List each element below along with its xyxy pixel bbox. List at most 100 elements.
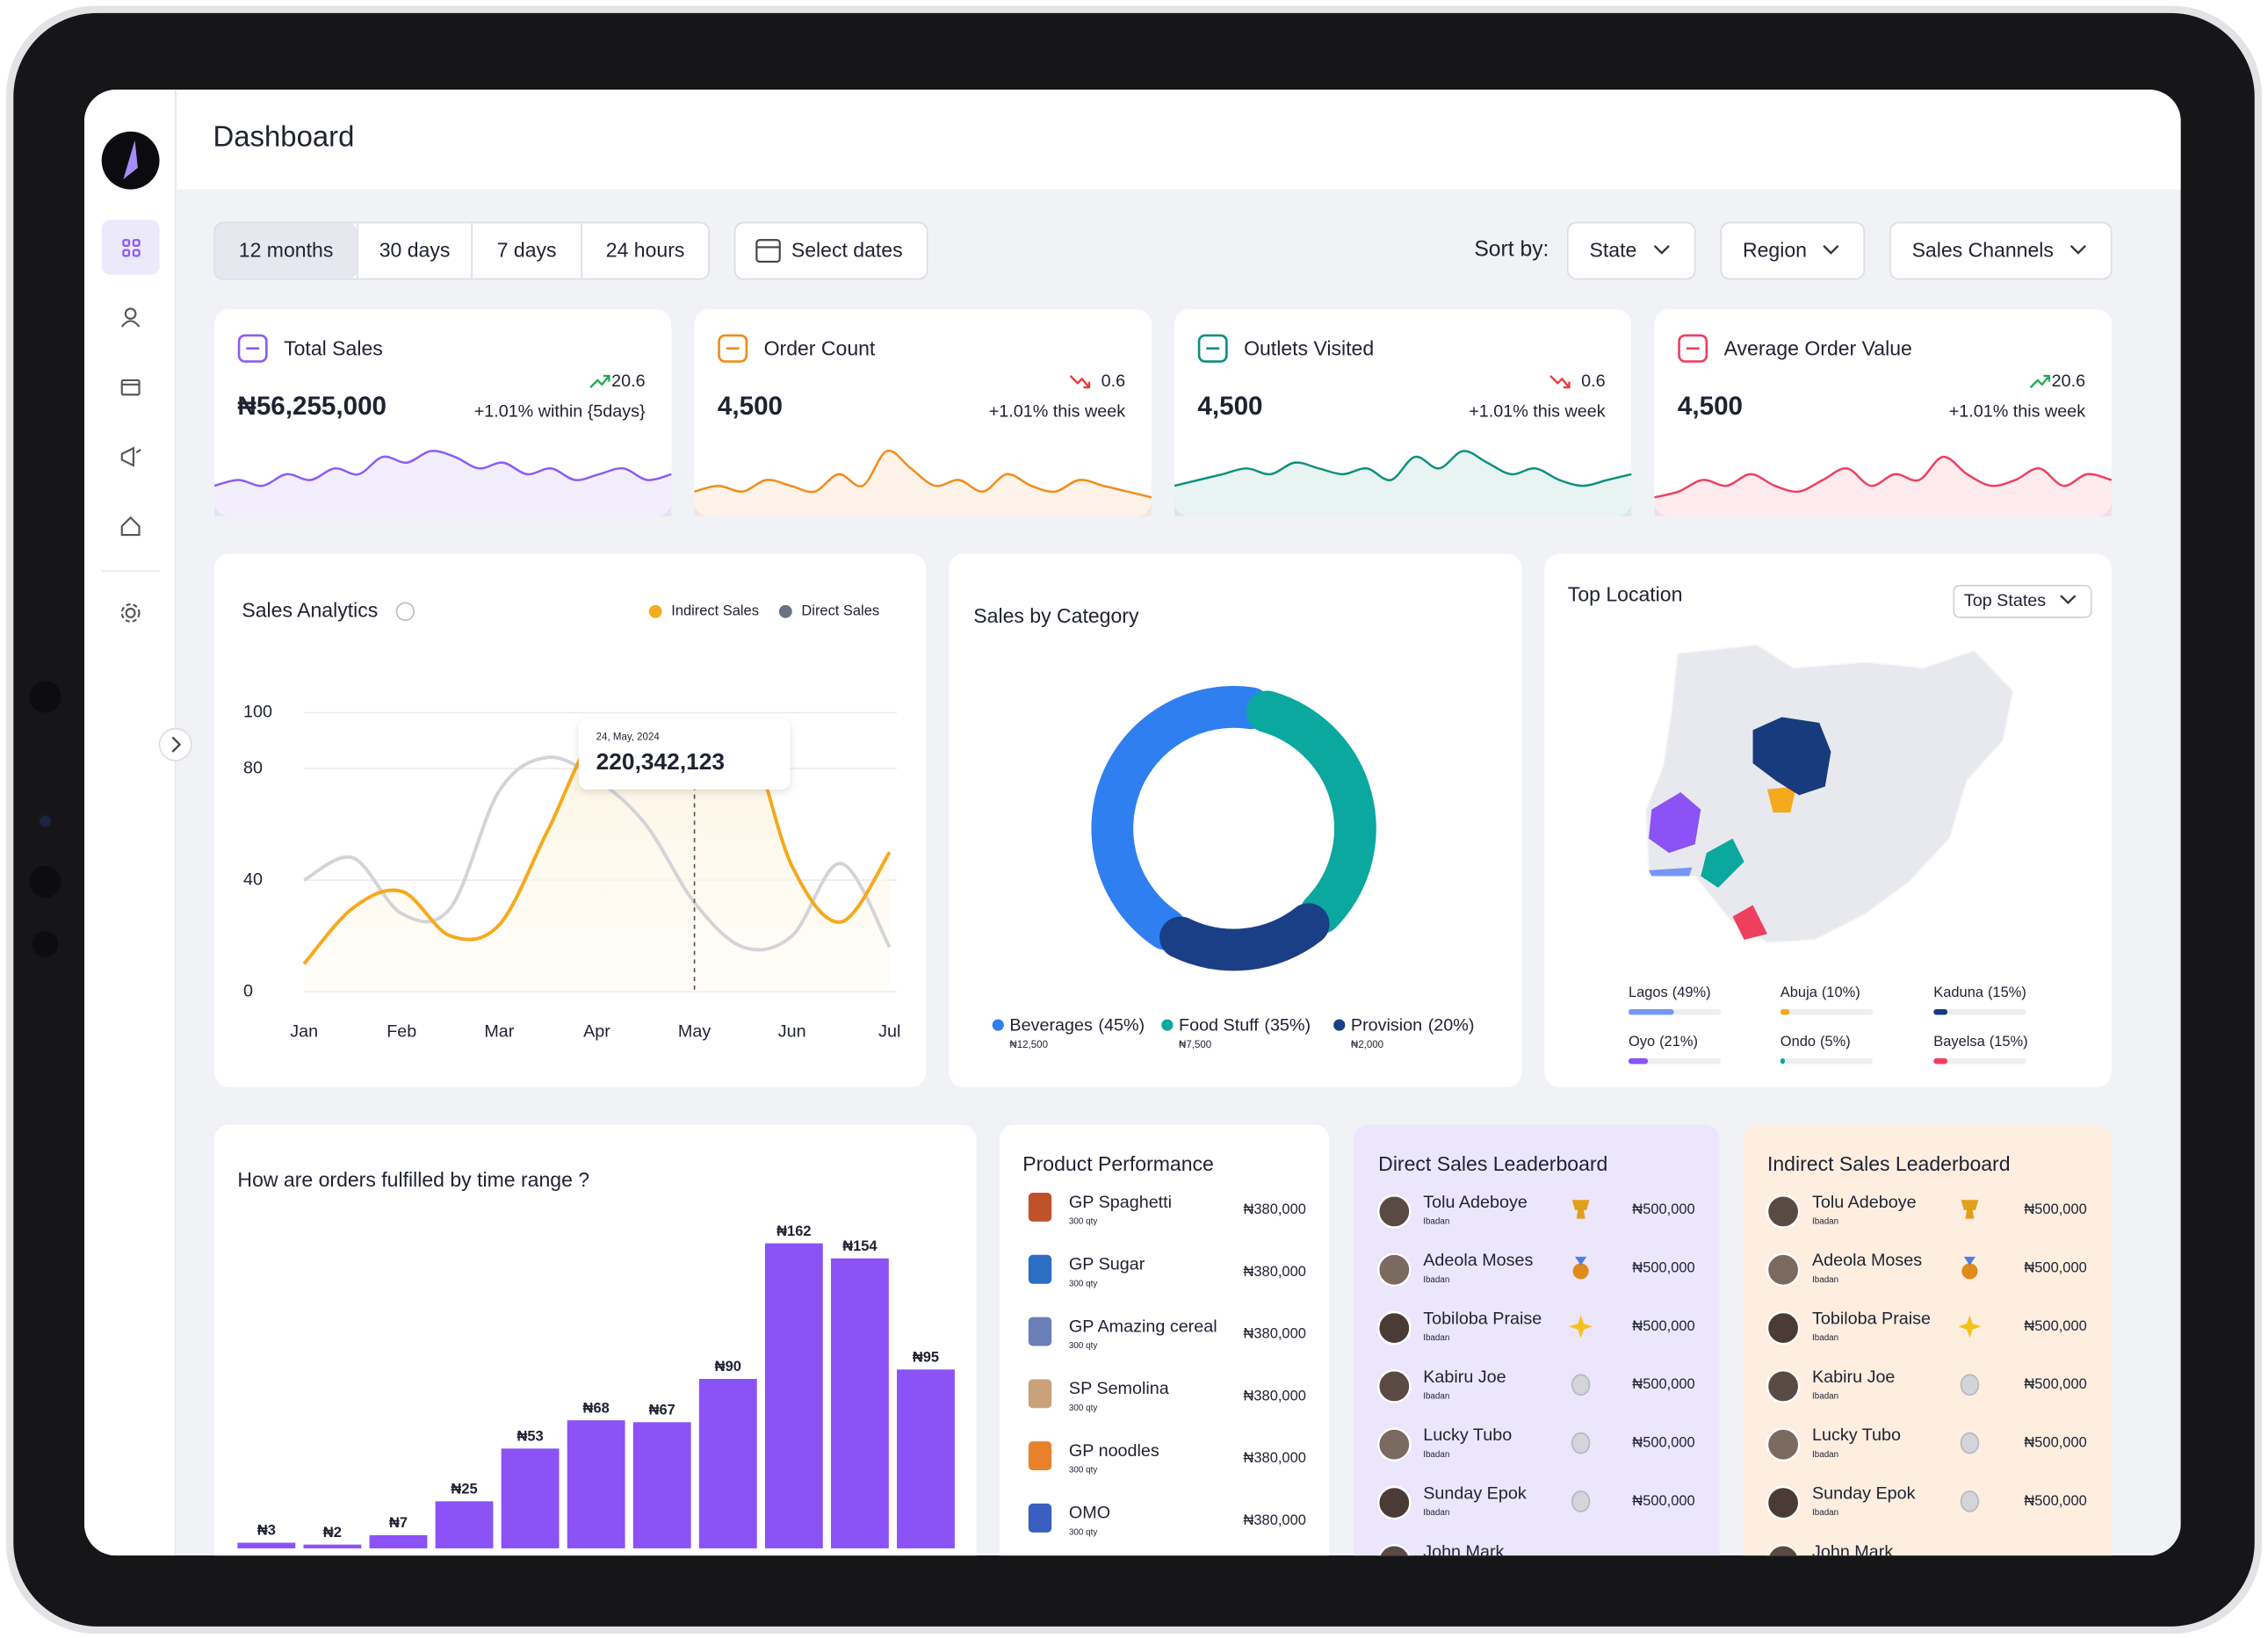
period-tab-label: 12 months [239,239,334,262]
collapse-button[interactable] [158,727,192,761]
card-title: Indirect Sales Leaderboard [1767,1152,2011,1175]
donut-segment [1159,903,1330,971]
legend-label: Provision (20%) [1351,1016,1475,1035]
product-name: GP Spaghetti [1069,1193,1172,1212]
product-thumbnail [1028,1317,1052,1346]
leaderboard-card [1354,1124,1720,1556]
clap-icon [1960,1490,1980,1512]
dropdown[interactable] [1953,584,2092,618]
avatar [1766,1369,1801,1403]
medal-icon [1572,1263,1589,1280]
sidebar [83,90,176,1556]
bar-label: ₦162 [776,1223,811,1239]
avatar [1376,1427,1412,1462]
product-thumbnail [1028,1254,1052,1284]
kpi-change: 20.6 [611,372,645,391]
tooltip [578,718,791,790]
state-value: (10%) [1822,985,1860,1000]
progress-bar [1780,1057,1786,1064]
select-dates-button[interactable] [733,221,928,280]
legend-value: (20%) [1428,1016,1475,1035]
kpi-title: Outlets Visited [1244,336,1374,359]
nav-active[interactable] [101,220,160,275]
bar-label: ₦25 [451,1482,477,1497]
product-name: GP Amazing cereal [1069,1317,1217,1336]
seller-location: Ibadan [1423,1392,1449,1402]
sort-dropdown[interactable] [1720,221,1866,280]
seller-location: Ibadan [1812,1275,1838,1285]
x-tick-label: Jul [878,1022,900,1042]
product-qty: 300 qty [1069,1279,1097,1288]
legend-dot [1333,1019,1346,1031]
x-tick-label: Jan [290,1022,318,1042]
kpi-title: Average Order Value [1724,336,1912,359]
seller-name: Tolu Adeboye [1812,1193,1917,1212]
kpi-sparkline-area [214,451,672,516]
sort-dropdown-label: Region [1743,239,1807,262]
bar-label: ₦90 [715,1359,741,1375]
kpi-trend-arrow [589,374,610,388]
chart-title: Sales by Category [973,604,1139,627]
seller-name: Adeola Moses [1812,1251,1922,1270]
progress-bar [1780,1008,1790,1015]
calendar-icon [755,239,781,263]
seller-location: Ibadan [1812,1217,1838,1227]
kpi-card [214,309,672,516]
progress-track [1933,1057,2026,1064]
seller-name: Lucky Tubo [1812,1425,1901,1445]
legend-amount: ₦12,500 [1009,1040,1048,1050]
product-qty: 300 qty [1069,1217,1097,1227]
kpi-trend-arrow [2029,374,2051,388]
product-qty: 300 qty [1069,1403,1097,1413]
product-qty: 300 qty [1069,1341,1097,1351]
logo-mark [123,140,138,180]
product-thumbnail [1028,1379,1052,1409]
sort-dropdown[interactable] [1566,221,1696,280]
period-tab-active[interactable] [214,223,358,278]
product-qty: 300 qty [1069,1466,1097,1476]
progress-track [1780,1008,1874,1015]
header [177,90,2181,190]
product-amount: ₦380,000 [1244,1450,1306,1466]
bar-label: ₦7 [389,1515,408,1531]
state-label: Lagos (49%) [1629,985,1711,1000]
sort-dropdown[interactable] [1889,221,2113,280]
bar [830,1258,889,1548]
seller-amount: ₦500,000 [2024,1434,2086,1450]
leaderboard-card [1742,1124,2112,1556]
donut-segment [1246,690,1376,934]
bar [237,1542,296,1548]
chevron-icon [2060,595,2077,605]
state-value: (15%) [1988,985,2026,1000]
kpi-value: ₦56,255,000 [237,392,386,421]
kpi-icon [1678,334,1708,363]
state-value: (49%) [1672,985,1711,1000]
avatar [1766,1544,1801,1556]
chevron-icon [1823,245,1839,255]
kpi-icon [1197,334,1228,363]
state-label: Bayelsa (15%) [1933,1034,2027,1050]
bar-label: ₦67 [649,1402,675,1418]
state-value: (5%) [1820,1034,1851,1050]
bar-label: ₦2 [323,1525,342,1541]
state-label: Ondo (5%) [1780,1034,1851,1050]
kpi-note: +1.01% this week [1469,401,1605,421]
kpi-icon [718,334,748,363]
bar-label: ₦53 [517,1428,544,1444]
progress-track [1628,1057,1722,1064]
product-thumbnail [1028,1503,1052,1533]
product-amount: ₦380,000 [1244,1326,1306,1342]
bar [698,1378,757,1548]
avatar [1376,1252,1412,1288]
state-name: Kaduna [1933,985,1984,1000]
sparkle-icon [1569,1315,1593,1339]
legend-amount: ₦2,000 [1351,1040,1383,1050]
info-icon[interactable] [395,602,415,621]
medal-ribbon [1575,1256,1587,1266]
x-tick-label: Apr [583,1022,610,1042]
product-amount: ₦380,000 [1244,1388,1306,1403]
seller-amount: ₦500,000 [2024,1318,2086,1334]
legend-label: Food Stuff (35%) [1179,1016,1311,1035]
seller-name: Sunday Epok [1423,1483,1527,1503]
kpi-title: Order Count [764,336,876,359]
